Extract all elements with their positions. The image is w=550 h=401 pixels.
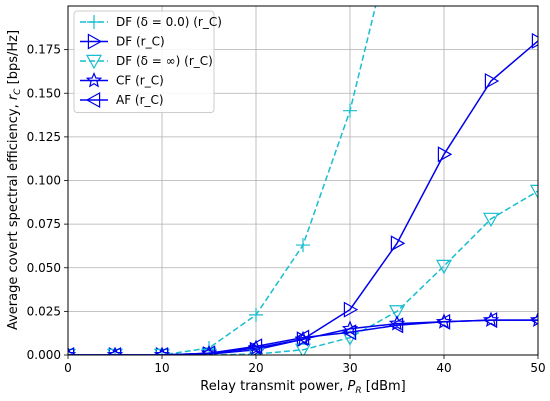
data-point (529, 315, 538, 325)
data-point (68, 350, 77, 355)
legend-marker (85, 54, 103, 70)
data-point (294, 343, 312, 355)
data-point (247, 338, 263, 355)
series-0 (68, 6, 377, 355)
legend-item: DF (δ = 0.0) (r_C) (80, 15, 222, 29)
legend-item: DF (δ = ∞) (r_C) (80, 54, 213, 70)
legend-item: DF (r_C) (80, 33, 165, 50)
legend-box (73, 10, 215, 113)
data-point (531, 32, 538, 49)
y-tick-label: 0.150 (27, 86, 61, 100)
legend-label: CF (r_C) (116, 74, 164, 88)
legend-label: DF (δ = ∞) (r_C) (116, 54, 213, 68)
data-point (529, 184, 538, 200)
legend-label: DF (δ = 0.0) (r_C) (116, 15, 222, 29)
x-tick-label: 30 (342, 361, 357, 375)
legend-marker (87, 33, 103, 50)
y-tick-label: 0.000 (27, 348, 61, 362)
y-tick-label: 0.050 (27, 261, 61, 275)
data-point (437, 146, 453, 163)
data-point (343, 301, 359, 318)
y-axis-label: Average covert spectral efficiency, rC [… (6, 30, 23, 330)
data-point (390, 235, 406, 252)
data-point (343, 103, 357, 118)
data-point (482, 212, 500, 228)
legend-marker (85, 91, 101, 109)
data-point (153, 346, 169, 355)
legend-item: AF (r_C) (80, 91, 164, 109)
x-tick-label: 20 (248, 361, 263, 375)
data-point (200, 345, 216, 355)
legend-marker (87, 15, 101, 29)
legend-label: DF (r_C) (116, 35, 165, 49)
axis-ticks: 0 10 20 30 40 50 0.000 0.025 0.050 0.075 0.100 0.12… (27, 43, 546, 375)
y-tick-label: 0.100 (27, 174, 61, 188)
x-tick-label: 40 (436, 361, 451, 375)
legend: DF (δ = 0.0) (r_C) DF (r_C) DF (δ = ∞) (r_… (73, 10, 222, 113)
series-line (68, 319, 538, 355)
y-tick-label: 0.075 (27, 217, 61, 231)
x-tick-label: 10 (154, 361, 169, 375)
data-point (296, 238, 310, 253)
data-point (388, 317, 404, 334)
data-point (341, 324, 357, 341)
data-point (249, 307, 263, 322)
data-point (388, 305, 406, 320)
series-line (68, 190, 538, 355)
legend-label: AF (r_C) (116, 93, 164, 107)
x-axis-label: Relay transmit power, PR [dBm] (200, 379, 405, 396)
x-tick-label: 0 (64, 361, 72, 375)
data-point (529, 311, 538, 328)
data-point (294, 329, 310, 346)
legend-marker (85, 71, 103, 88)
x-tick-label: 50 (530, 361, 545, 375)
data-point (435, 259, 453, 275)
data-point (482, 312, 498, 329)
data-point (484, 73, 500, 90)
legend-item: CF (r_C) (80, 71, 164, 88)
y-tick-label: 0.125 (27, 130, 61, 144)
data-point (435, 313, 451, 330)
y-tick-label: 0.175 (27, 43, 61, 57)
y-tick-label: 0.025 (27, 304, 61, 318)
plot-area (68, 6, 538, 355)
data-point (108, 348, 122, 355)
data-point (155, 348, 169, 355)
data-point (106, 346, 122, 355)
series-4 (68, 312, 538, 355)
data-point (108, 346, 124, 355)
data-point (155, 346, 171, 355)
series-line (68, 6, 377, 355)
